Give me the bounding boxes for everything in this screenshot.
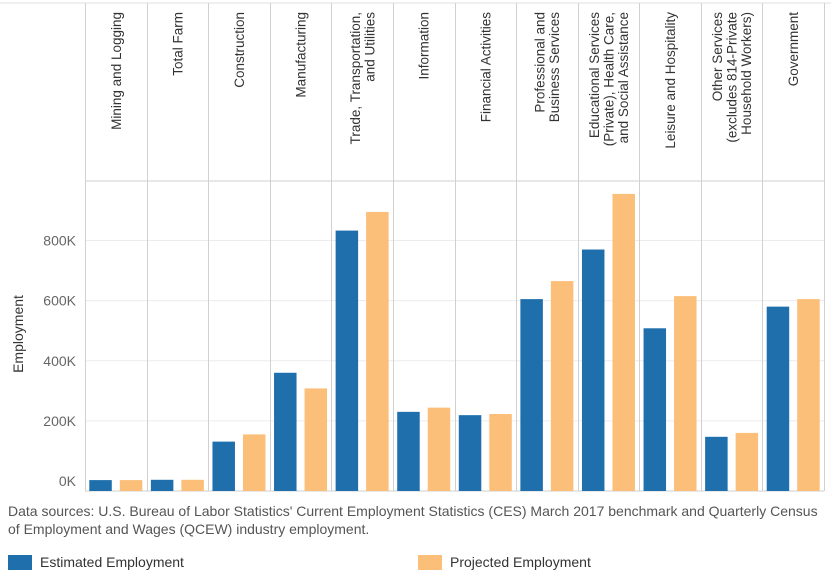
category-label-8-line-1: (Private), Health Care, bbox=[601, 12, 616, 146]
category-label-3: Manufacturing bbox=[294, 12, 309, 98]
category-label-5: Information bbox=[417, 12, 432, 80]
category-label-4-line-0: Trade, Transportation, bbox=[348, 12, 363, 144]
bar-estimated-0 bbox=[89, 480, 112, 491]
y-tick-label-2: 400K bbox=[43, 353, 76, 369]
bar-projected-4 bbox=[366, 211, 389, 492]
bar-estimated-5 bbox=[397, 411, 420, 491]
legend-label-estimated: Estimated Employment bbox=[40, 554, 184, 570]
category-label-7-line-0: Professional and bbox=[533, 12, 548, 113]
chart: 0K 200K 400K 600K 800K Employment Mining and L… bbox=[0, 2, 831, 492]
category-label-10-line-1: (excludes 814-Private bbox=[725, 12, 740, 143]
category-label-4-line-1: and Utilities bbox=[362, 12, 377, 82]
category-label-1: Total Farm bbox=[170, 12, 185, 76]
bar-estimated-1 bbox=[150, 479, 174, 491]
category-label-8-line-2: and Social Assistance bbox=[616, 12, 631, 143]
data-source-note: Data sources: U.S. Bureau of Labor Stati… bbox=[8, 503, 818, 537]
legend-item-projected[interactable]: Projected Employment bbox=[418, 553, 591, 571]
bar-projected-2 bbox=[242, 434, 266, 491]
chart-svg: 0K 200K 400K 600K 800K Employment Mining and L… bbox=[0, 2, 831, 492]
legend-swatch-projected bbox=[418, 554, 442, 570]
legend-item-estimated[interactable]: Estimated Employment bbox=[8, 553, 184, 571]
bar-estimated-3 bbox=[274, 372, 297, 491]
bar-projected-8 bbox=[612, 193, 635, 491]
bar-projected-11 bbox=[797, 299, 820, 491]
bar-estimated-7 bbox=[520, 299, 543, 491]
bar-estimated-4 bbox=[335, 230, 359, 491]
bar-projected-9 bbox=[674, 296, 697, 491]
y-tick-label-1: 200K bbox=[43, 413, 76, 429]
y-tick-label-0: 0K bbox=[59, 473, 77, 489]
bar-estimated-9 bbox=[643, 328, 667, 491]
bar-projected-7 bbox=[550, 281, 574, 491]
category-label-11: Government bbox=[786, 12, 801, 87]
bar-estimated-6 bbox=[458, 415, 482, 491]
category-label-8-line-0: Educational Services bbox=[587, 12, 602, 138]
bar-projected-1 bbox=[181, 479, 204, 491]
bar-estimated-8 bbox=[581, 249, 605, 491]
category-label-2: Construction bbox=[232, 12, 247, 88]
bar-estimated-10 bbox=[705, 436, 728, 491]
category-label-7-line-1: Business Services bbox=[547, 12, 562, 123]
legend-swatch-estimated bbox=[8, 554, 32, 570]
legend: Estimated Employment Projected Employmen… bbox=[8, 553, 823, 571]
y-tick-label-3: 600K bbox=[43, 293, 76, 309]
category-label-0: Mining and Logging bbox=[109, 12, 124, 130]
category-label-10-line-2: Household Workers) bbox=[739, 12, 754, 135]
y-axis-title: Employment bbox=[10, 295, 26, 373]
bar-estimated-11 bbox=[766, 306, 790, 491]
y-tick-label-4: 800K bbox=[43, 233, 76, 249]
bar-projected-5 bbox=[427, 407, 451, 491]
bar-projected-10 bbox=[735, 432, 759, 491]
category-label-9: Leisure and Hospitality bbox=[663, 12, 678, 149]
bar-estimated-2 bbox=[212, 441, 235, 491]
legend-label-projected: Projected Employment bbox=[450, 554, 591, 570]
bar-projected-6 bbox=[489, 413, 512, 491]
category-label-6: Financial Activities bbox=[478, 12, 493, 123]
bar-projected-3 bbox=[304, 388, 328, 491]
bar-projected-0 bbox=[119, 480, 143, 491]
category-label-10-line-0: Other Services bbox=[710, 12, 725, 102]
